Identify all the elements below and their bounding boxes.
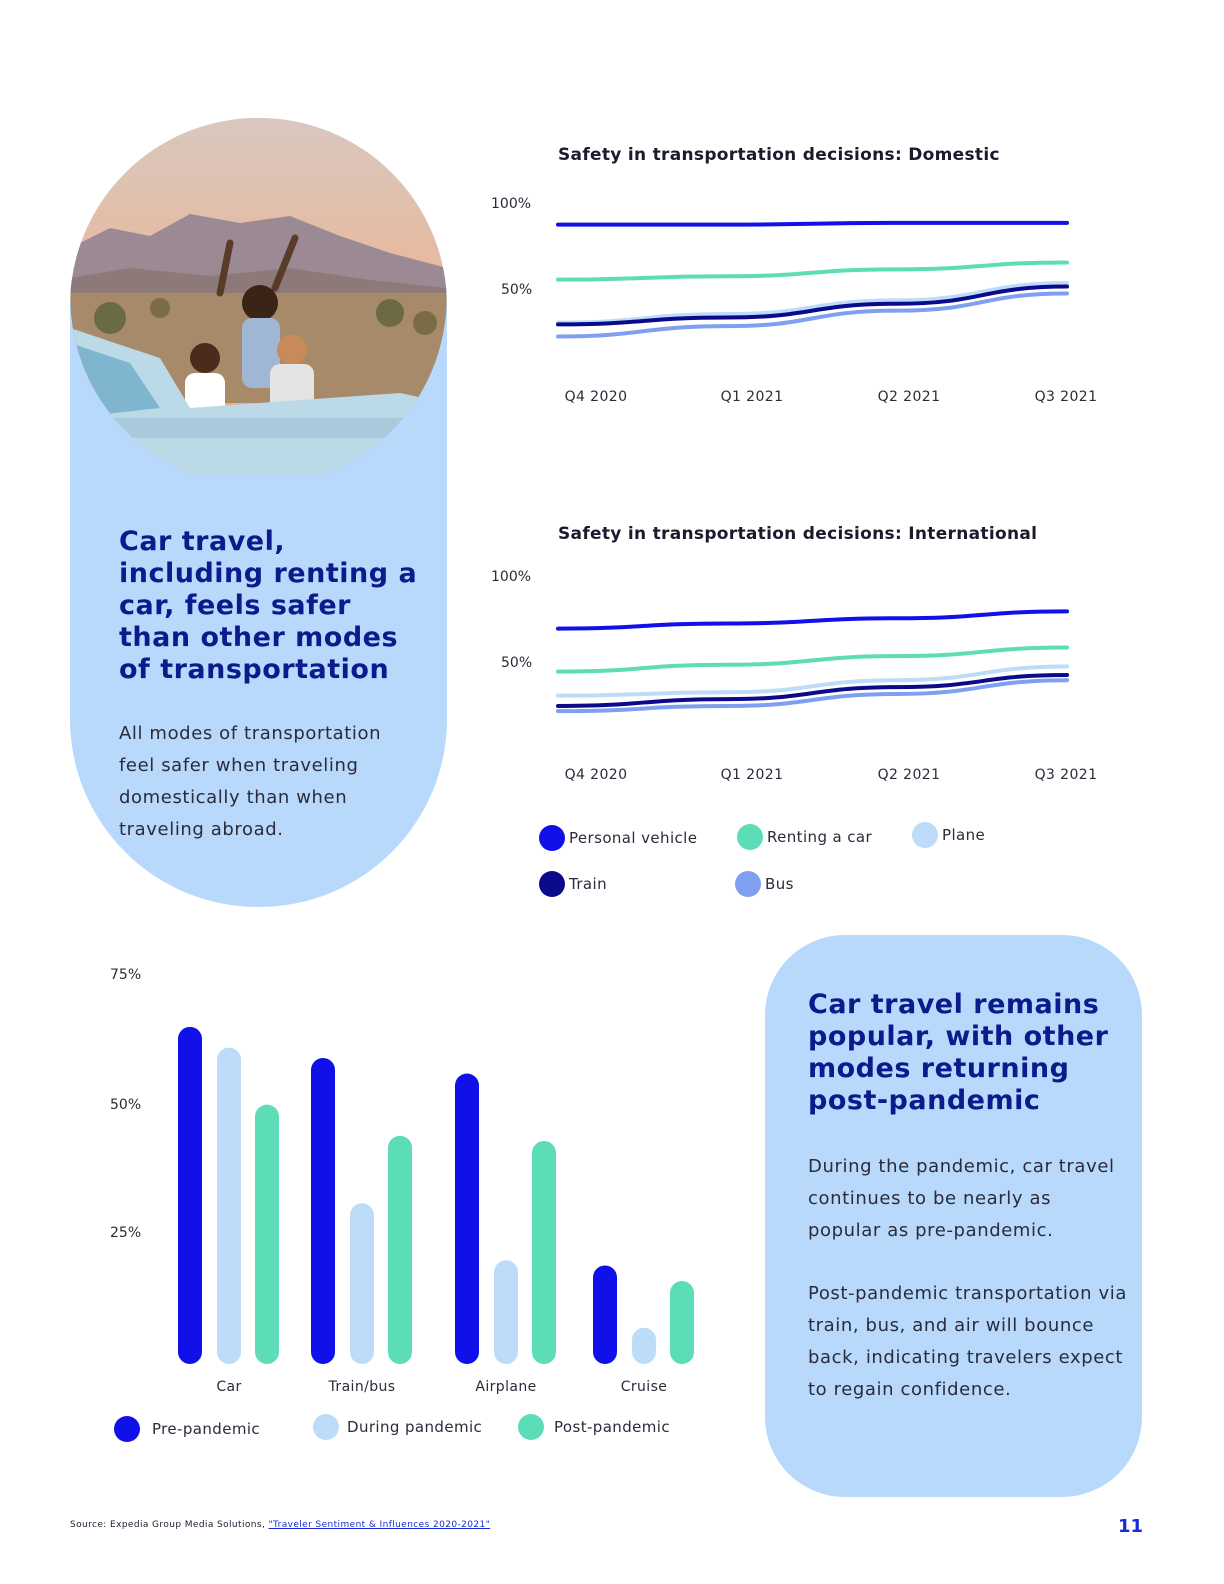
legend-bus: Bus bbox=[735, 871, 794, 897]
left-card-heading: Car travel, including renting a car, fee… bbox=[119, 526, 418, 685]
legend-personal-vehicle: Personal vehicle bbox=[539, 825, 697, 851]
page-number: 11 bbox=[1118, 1516, 1144, 1537]
legend-post-pandemic: Post-pandemic bbox=[518, 1414, 670, 1440]
international-x-tick-q4-2020: Q4 2020 bbox=[564, 767, 628, 783]
source-prefix: Source: Expedia Group Media Solutions, bbox=[70, 1520, 269, 1530]
bar-train-bus-pre-pandemic bbox=[311, 1057, 335, 1364]
domestic-x-tick-q2-2021: Q2 2021 bbox=[877, 389, 941, 405]
international-line-renting-a-car bbox=[556, 645, 1069, 674]
bar-x-tick-train-bus: Train/bus bbox=[328, 1379, 396, 1395]
left-info-card: Car travel, including renting a car, fee… bbox=[70, 118, 447, 907]
bar-cruise-post-pandemic bbox=[670, 1281, 694, 1364]
domestic-line-train bbox=[556, 284, 1069, 327]
international-chart-title: Safety in transportation decisions: Inte… bbox=[558, 524, 1038, 544]
legend-plane: Plane bbox=[912, 822, 985, 848]
legend-label: Bus bbox=[765, 875, 794, 893]
pre-pandemic-dot-icon bbox=[114, 1416, 140, 1442]
right-card-heading: Car travel remains popular, with other m… bbox=[808, 989, 1109, 1116]
bar-airplane-during-pandemic bbox=[494, 1260, 518, 1364]
source-link[interactable]: "Traveler Sentiment & Influences 2020-20… bbox=[268, 1520, 491, 1530]
legend-label: During pandemic bbox=[347, 1418, 483, 1436]
bar-x-tick-car: Car bbox=[216, 1379, 242, 1395]
international-y-tick-50: 50% bbox=[501, 655, 533, 671]
international-x-tick-q1-2021: Q1 2021 bbox=[720, 767, 784, 783]
legend-label: Post-pandemic bbox=[554, 1418, 670, 1436]
domestic-line-plane bbox=[556, 281, 1069, 325]
left-card-body: All modes of transportation feel safer w… bbox=[119, 723, 382, 840]
legend-during-pandemic: During pandemic bbox=[313, 1414, 482, 1440]
bar-car-post-pandemic bbox=[255, 1104, 279, 1364]
domestic-line-bus bbox=[556, 291, 1069, 339]
domestic-y-tick-100: 100% bbox=[491, 196, 532, 212]
right-card-body-2: Post-pandemic transportation via train, … bbox=[808, 1283, 1127, 1400]
renting-a-car-dot-icon bbox=[737, 824, 763, 850]
legend-label: Train bbox=[569, 875, 607, 893]
right-card-body-1: During the pandemic, car travel continue… bbox=[808, 1156, 1115, 1241]
domestic-line-renting-a-car bbox=[556, 260, 1069, 282]
bar-x-tick-airplane: Airplane bbox=[475, 1379, 537, 1395]
international-line-train bbox=[556, 673, 1069, 708]
bar-car-during-pandemic bbox=[217, 1047, 241, 1364]
bus-dot-icon bbox=[735, 871, 761, 897]
domestic-line-personal-vehicle bbox=[556, 220, 1069, 227]
bar-x-tick-cruise: Cruise bbox=[620, 1379, 668, 1395]
source-citation: Source: Expedia Group Media Solutions, "… bbox=[70, 1520, 490, 1530]
bar-airplane-post-pandemic bbox=[532, 1140, 556, 1364]
legend-label: Renting a car bbox=[767, 828, 873, 846]
legend-renting-a-car: Renting a car bbox=[737, 824, 872, 850]
personal-vehicle-dot-icon bbox=[539, 825, 565, 851]
international-x-tick-q2-2021: Q2 2021 bbox=[877, 767, 941, 783]
domestic-chart-title: Safety in transportation decisions: Dome… bbox=[558, 145, 1000, 165]
plane-dot-icon bbox=[912, 822, 938, 848]
bar-y-tick-75: 75% bbox=[110, 967, 142, 983]
post-pandemic-dot-icon bbox=[518, 1414, 544, 1440]
domestic-x-tick-q4-2020: Q4 2020 bbox=[564, 389, 628, 405]
bar-y-tick-25: 25% bbox=[110, 1225, 142, 1241]
bar-y-tick-50: 50% bbox=[110, 1097, 142, 1113]
legend-label: Plane bbox=[942, 826, 986, 844]
bar-cruise-pre-pandemic bbox=[593, 1265, 617, 1364]
domestic-x-tick-q1-2021: Q1 2021 bbox=[720, 389, 784, 405]
legend-train: Train bbox=[539, 871, 607, 897]
domestic-x-tick-q3-2021: Q3 2021 bbox=[1034, 389, 1098, 405]
bar-train-bus-post-pandemic bbox=[388, 1135, 412, 1364]
international-x-tick-q3-2021: Q3 2021 bbox=[1034, 767, 1098, 783]
international-y-tick-100: 100% bbox=[491, 569, 532, 585]
right-info-card: Car travel remains popular, with other m… bbox=[765, 935, 1142, 1497]
legend-pre-pandemic: Pre-pandemic bbox=[114, 1416, 260, 1442]
legend-label: Pre-pandemic bbox=[152, 1420, 261, 1438]
bar-car-pre-pandemic bbox=[178, 1026, 202, 1364]
domestic-y-tick-50: 50% bbox=[501, 282, 533, 298]
bar-airplane-pre-pandemic bbox=[455, 1073, 479, 1364]
bar-train-bus-during-pandemic bbox=[350, 1203, 374, 1364]
during-pandemic-dot-icon bbox=[313, 1414, 339, 1440]
road-trip-photo bbox=[70, 118, 447, 476]
train-dot-icon bbox=[539, 871, 565, 897]
bar-cruise-during-pandemic bbox=[632, 1327, 656, 1364]
international-line-plane bbox=[556, 664, 1069, 698]
legend-label: Personal vehicle bbox=[569, 829, 698, 847]
international-line-personal-vehicle bbox=[556, 609, 1069, 631]
international-line-bus bbox=[556, 678, 1069, 714]
